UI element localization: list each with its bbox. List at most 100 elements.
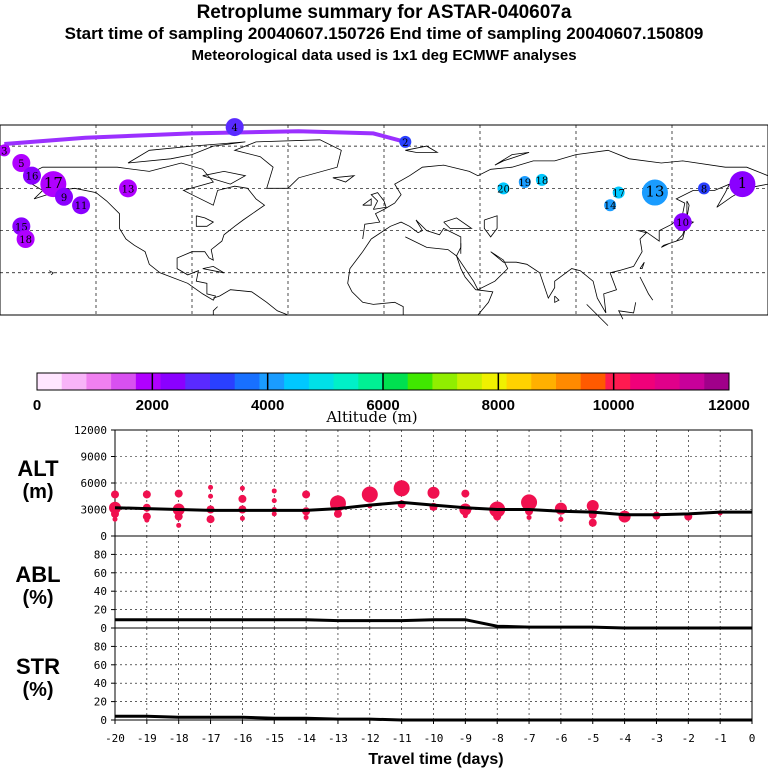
alt-scatter-point <box>174 512 183 521</box>
y-tick-label: 60 <box>94 659 107 672</box>
panel-ylabel-unit: (%) <box>22 587 53 609</box>
y-tick-label: 0 <box>100 530 107 543</box>
cluster-marker <box>399 135 412 148</box>
cluster-label: 4 <box>231 123 237 134</box>
y-tick-label: 20 <box>94 604 107 617</box>
alt-scatter-point <box>112 516 118 522</box>
x-tick-label: -4 <box>618 732 632 745</box>
coastline <box>405 236 494 316</box>
colorbar-swatch <box>358 373 384 390</box>
coastline <box>494 152 530 166</box>
x-tick-label: -9 <box>459 732 472 745</box>
plume-path <box>4 129 406 146</box>
panel-str: 0 20 40 60 80 STR(%) <box>16 627 753 727</box>
colorbar-swatch <box>630 373 656 390</box>
colorbar-swatch <box>259 373 285 390</box>
y-tick-label: 80 <box>94 640 107 653</box>
colorbar-swatch <box>284 373 310 390</box>
time-series-panels: 030006000900012000ALT(m)020406080ABL(%)0… <box>15 424 755 745</box>
colorbar-swatch <box>61 373 87 390</box>
alt-scatter-point <box>239 515 245 521</box>
cluster-marker <box>729 171 756 198</box>
alt-scatter-point <box>208 484 214 490</box>
panel-alt: 0 3000 6000 9000 12000 ALT(m) <box>17 424 753 543</box>
panel-ylabel: ALT <box>17 456 59 481</box>
series-line <box>114 500 752 517</box>
cluster-marker <box>535 173 548 186</box>
coastline <box>405 145 439 153</box>
coastline <box>686 200 690 218</box>
alt-scatter-point <box>361 486 378 503</box>
x-tick-label: -3 <box>650 732 663 745</box>
colorbar-swatch <box>481 373 508 390</box>
alt-scatter-point <box>271 488 277 494</box>
met-data-line: Meteorological data used is 1x1 deg ECMW… <box>191 47 577 64</box>
alt-scatter-point <box>427 486 440 499</box>
cluster-label: 14 <box>604 201 617 212</box>
alt-scatter-point <box>303 514 309 520</box>
cluster-marker <box>119 179 137 198</box>
colorbar-swatch <box>605 373 631 390</box>
cluster-marker <box>641 179 668 206</box>
coastline <box>554 295 560 303</box>
cluster-label: 2 <box>402 138 408 149</box>
alt-scatter-point <box>558 516 564 522</box>
x-tick-label: -5 <box>586 732 599 745</box>
y-tick-label: 40 <box>94 677 107 690</box>
colorbar-title: Altitude (m) <box>325 408 417 426</box>
colorbar-swatch <box>234 373 260 390</box>
coastline <box>362 198 372 206</box>
coastline <box>443 217 473 229</box>
cluster-label: 3 <box>1 146 7 157</box>
colorbar-swatch <box>531 373 557 390</box>
cluster-marker <box>55 187 73 206</box>
alt-scatter-point <box>176 522 182 528</box>
y-tick-label: 60 <box>94 567 107 580</box>
alt-scatter-point <box>239 485 245 491</box>
y-tick-label: 6000 <box>81 477 108 490</box>
cluster-marker <box>673 213 692 232</box>
map-plume-path <box>4 129 406 146</box>
y-tick-label: 3000 <box>81 504 108 517</box>
colorbar-tick-label: 2000 <box>136 397 169 414</box>
coastline <box>639 261 645 269</box>
cluster-label: 11 <box>75 201 88 212</box>
coastline <box>202 170 247 185</box>
coastline <box>127 141 246 164</box>
colorbar-swatch <box>407 373 433 390</box>
colorbar-swatch <box>383 373 409 390</box>
coastline <box>195 215 215 227</box>
y-tick-label: 20 <box>94 696 107 709</box>
coastline <box>48 270 54 276</box>
cluster-label: 8 <box>701 184 707 195</box>
alt-scatter-point <box>462 513 468 519</box>
colorbar-swatch <box>679 373 705 390</box>
colorbar-swatch <box>135 373 162 390</box>
x-tick-label: -10 <box>424 732 444 745</box>
cluster-label: 15 <box>15 222 28 233</box>
cluster-label: 13 <box>122 184 135 195</box>
cluster-label: 20 <box>497 184 510 195</box>
alt-scatter-point <box>393 480 410 497</box>
colorbar-swatch <box>37 373 63 390</box>
x-tick-label: 0 <box>749 732 756 745</box>
colorbar-swatch <box>506 373 532 390</box>
coastline <box>202 265 225 274</box>
colorbar-swatch <box>432 373 458 390</box>
x-tick-label: -16 <box>232 732 252 745</box>
x-tick-label: -12 <box>360 732 380 745</box>
alt-scatter-point <box>206 515 215 524</box>
x-tick-label: -8 <box>491 732 504 745</box>
alt-scatter-point <box>238 494 247 503</box>
x-tick-label: -19 <box>137 732 157 745</box>
x-tick-label: -15 <box>264 732 284 745</box>
panel-ylabel-unit: (m) <box>22 481 53 503</box>
cluster-marker <box>518 176 531 188</box>
x-axis-label: Travel time (days) <box>368 751 503 768</box>
cluster-marker <box>0 144 11 157</box>
cluster-marker <box>72 196 91 215</box>
cluster-label: 13 <box>645 183 664 201</box>
map-coastlines <box>25 139 768 326</box>
